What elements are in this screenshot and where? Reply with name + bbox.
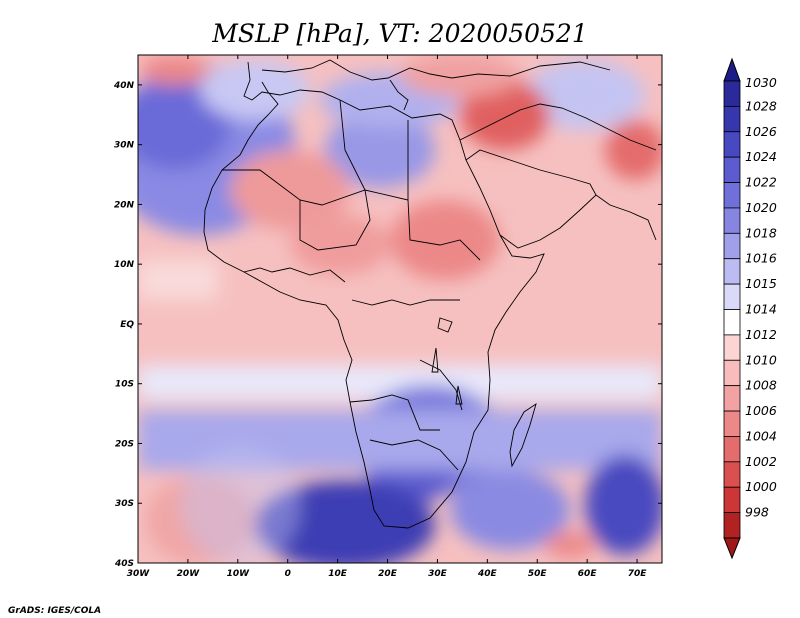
colorbar-label: 1026 (745, 124, 777, 139)
mslp-field (138, 55, 662, 563)
colorbar-swatch (723, 207, 741, 234)
colorbar-swatch (723, 334, 741, 361)
lon-label: 70E (628, 569, 648, 579)
colorbar-top-arrow (723, 57, 741, 82)
lat-label: 30N (114, 141, 135, 151)
colorbar-label: 1016 (745, 251, 777, 266)
map-axes: 30W 20W 10W 0 10E 20E 30E 40E 50E 60E 70E 40N 30N 20N… (113, 55, 662, 579)
colorbar-label: 1004 (745, 428, 777, 443)
lon-label: 30W (127, 569, 151, 579)
colorbar-swatch (723, 486, 741, 514)
colorbar-label: 1006 (745, 403, 777, 418)
colorbar-swatch (723, 436, 741, 463)
colorbar-swatch (723, 131, 741, 158)
colorbar-swatch (723, 258, 741, 285)
coastlines (203, 59, 657, 529)
colorbar-swatch (723, 512, 741, 539)
lon-label: 40E (477, 569, 498, 579)
colorbar-label: 1002 (745, 454, 777, 469)
lat-label: 20N (114, 200, 135, 210)
colorbar-swatch (723, 461, 741, 488)
map-title: MSLP [hPa], VT: 2020050521 (211, 19, 587, 48)
lat-label: 10S (115, 380, 134, 390)
lon-label: 30E (428, 569, 448, 579)
colorbar-swatch (723, 385, 741, 412)
lat-label: 30S (115, 499, 134, 509)
colorbar-swatch (723, 105, 741, 133)
colorbar-swatch (723, 283, 741, 310)
colorbar-label: 1010 (745, 352, 777, 367)
colorbar-label: 1028 (745, 98, 777, 113)
lon-label: 50E (528, 569, 548, 579)
colorbar-swatch (723, 359, 741, 387)
lat-label: EQ (120, 320, 134, 330)
colorbar-label: 1000 (745, 479, 777, 494)
colorbar-swatch (723, 309, 741, 336)
lat-label: 20S (115, 439, 134, 449)
lon-label: 20E (378, 569, 398, 579)
lat-label: 10N (114, 260, 135, 270)
colorbar-label: 1018 (745, 225, 777, 240)
lon-label: 10W (227, 569, 251, 579)
lat-label: 40S (114, 559, 134, 569)
lon-label: 60E (578, 569, 598, 579)
colorbar: 1030 1028 1026 1024 1022 1020 1018 1016 1015 1014… (723, 57, 777, 560)
colorbar-swatch (723, 232, 741, 260)
colorbar-swatch (723, 80, 741, 107)
colorbar-label: 1015 (745, 276, 777, 291)
map-frame (137, 54, 663, 564)
lat-label: 40N (113, 81, 135, 91)
lon-label: 0 (285, 569, 291, 579)
credit-text: GrADS: IGES/COLA (8, 606, 101, 616)
colorbar-swatch (723, 182, 741, 209)
lon-label: 10E (328, 569, 348, 579)
colorbar-label: 1022 (745, 175, 777, 190)
colorbar-label: 998 (745, 505, 769, 520)
colorbar-label: 1014 (745, 302, 777, 317)
colorbar-label: 1012 (745, 327, 777, 342)
lon-label: 20W (177, 569, 201, 579)
colorbar-swatch (723, 156, 741, 183)
colorbar-bottom-arrow (723, 537, 741, 560)
colorbar-label: 1020 (745, 200, 777, 215)
colorbar-label: 1024 (745, 149, 777, 164)
colorbar-label: 1008 (745, 378, 777, 393)
colorbar-label: 1030 (745, 75, 777, 90)
colorbar-swatch (723, 410, 741, 437)
